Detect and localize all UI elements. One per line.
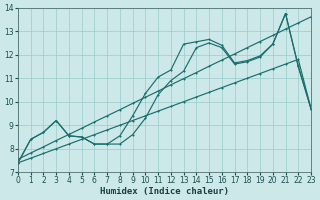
X-axis label: Humidex (Indice chaleur): Humidex (Indice chaleur)	[100, 187, 229, 196]
